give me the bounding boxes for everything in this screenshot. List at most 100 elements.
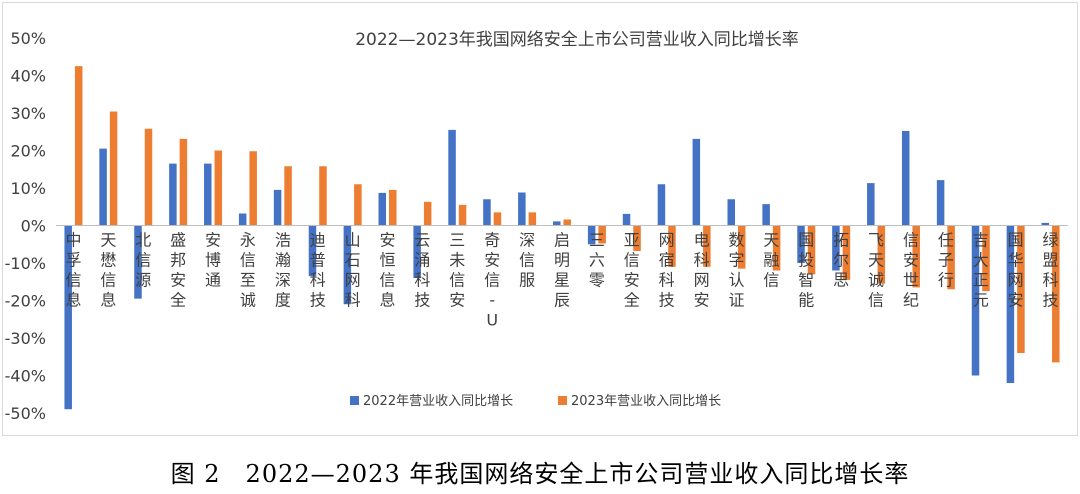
category-label: 任子行: [938, 231, 954, 290]
category-labels: 中孚信息 天懋信息 北信源 盛邦安全 安博通 永信至诚 浩瀚深度 迪普科技 山石网科 安恒信息 云涌…: [65, 231, 1058, 330]
category-label: 山石网科: [345, 231, 361, 310]
bar-2022: [797, 225, 805, 263]
category-label: 深信服: [519, 231, 535, 290]
y-tick-label: -50%: [5, 404, 46, 423]
bar-2023: [109, 111, 118, 226]
bar-2022: [936, 180, 945, 226]
bar-2023: [947, 225, 955, 290]
category-label: 天融信: [763, 231, 779, 290]
bar-2022: [518, 192, 526, 226]
y-tick-label: 0%: [21, 217, 46, 236]
bar-2022: [692, 138, 701, 226]
category-label: 国华网安: [1008, 231, 1024, 310]
legend-label: 2023年营业收入同比增长: [571, 394, 721, 409]
category-label: 三六零: [589, 231, 605, 290]
bar-2022: [99, 148, 107, 226]
bar-2023: [528, 212, 537, 226]
category-label: 迪普科技: [310, 231, 326, 310]
category-label: 三未信安: [449, 231, 465, 310]
bar-2022: [762, 204, 770, 226]
category-label: 启明星辰: [554, 231, 570, 310]
category-label: 云涌科技: [414, 231, 430, 310]
category-label: 天懋信息: [100, 231, 116, 310]
bar-2023: [877, 225, 886, 284]
bar-2022: [238, 213, 247, 226]
bar-2023: [319, 166, 327, 226]
bar-2022: [622, 213, 631, 226]
bar-2023: [737, 225, 746, 269]
bar-2023: [703, 225, 711, 267]
y-tick-label: -30%: [5, 329, 46, 348]
bar-2023: [982, 225, 990, 292]
figure-caption: 图 2 2022—2023 年我国网络安全上市公司营业收入同比增长率: [170, 460, 910, 488]
bar-2023: [668, 225, 676, 267]
y-tick-label: -10%: [5, 254, 46, 273]
category-label: 拓尔思: [833, 231, 849, 290]
y-tick-label: 50%: [10, 29, 46, 48]
bar-chart: 2022—2023年我国网络安全上市公司营业收入同比增长率 50% 40% 30% 2…: [5, 29, 1068, 423]
bar-2023: [354, 184, 362, 226]
category-label: 永信至诚: [240, 231, 256, 310]
bar-2023: [423, 201, 432, 226]
y-tick-label: 10%: [10, 179, 46, 198]
category-label: 飞天诚信: [868, 231, 884, 310]
category-label: 安恒信息: [380, 231, 396, 310]
bar-2022: [273, 189, 282, 226]
bar-2022: [483, 199, 491, 226]
y-tick-label: -20%: [5, 292, 46, 311]
bar-2023: [214, 150, 223, 226]
category-label: 网宿科技: [659, 231, 675, 310]
category-label: 浩瀚深度: [275, 231, 291, 310]
category-label: 信安世纪: [903, 231, 919, 310]
bar-2023: [598, 225, 606, 244]
bar-2022: [343, 225, 352, 305]
bar-2023: [284, 166, 292, 226]
y-axis-ticks: 50% 40% 30% 20% 10% 0% -10% -20% -30% -40% -50%: [5, 29, 46, 423]
category-label: 盛邦安全: [170, 231, 186, 310]
y-tick-label: 30%: [10, 104, 46, 123]
bar-2023: [74, 66, 83, 226]
bar-2023: [1052, 225, 1060, 363]
y-tick-label: -40%: [5, 367, 46, 386]
category-label: 吉大正元: [973, 231, 989, 310]
bar-2023: [842, 225, 851, 280]
bar-2023: [493, 212, 502, 226]
bar-2023: [179, 138, 188, 226]
category-label: 安博通: [205, 231, 221, 290]
bar-2023: [389, 189, 397, 226]
bar-2022: [204, 163, 212, 226]
bar-2023: [633, 225, 641, 251]
bar-2023: [807, 225, 816, 275]
bar-2022: [64, 225, 72, 410]
bar-2023: [1017, 225, 1025, 353]
bar-2023: [458, 204, 467, 226]
bar-2022: [413, 225, 421, 278]
bar-2022: [901, 131, 910, 226]
category-label: 绿盟科技: [1043, 231, 1059, 310]
bar-2022: [867, 183, 875, 226]
bar-2023: [144, 128, 153, 226]
legend-swatch: [558, 396, 567, 405]
bar-2023: [772, 225, 781, 271]
bar-2022: [378, 192, 387, 226]
bar-2022: [308, 225, 317, 277]
bar-2022: [169, 163, 177, 226]
bar-2022: [448, 129, 456, 226]
bar-2023: [563, 219, 571, 226]
y-tick-label: 40%: [10, 67, 46, 86]
chart-title: 2022—2023年我国网络安全上市公司营业收入同比增长率: [355, 30, 799, 50]
bar-2023: [249, 151, 257, 226]
bar-2022: [657, 184, 666, 226]
category-label: 国投智能: [798, 231, 814, 310]
category-label: 亚信安全: [624, 231, 640, 310]
bar-2022: [1041, 222, 1050, 226]
category-label: 数字认证: [728, 231, 744, 310]
bar-2022: [1006, 225, 1015, 383]
bar-2022: [553, 221, 561, 226]
category-label: 北信源: [135, 231, 151, 290]
bar-2022: [587, 225, 596, 245]
bar-2022: [971, 225, 980, 376]
category-label: 电科网安: [694, 231, 710, 310]
y-tick-label: 20%: [10, 142, 46, 161]
legend: 2022年营业收入同比增长 2023年营业收入同比增长: [350, 394, 721, 409]
